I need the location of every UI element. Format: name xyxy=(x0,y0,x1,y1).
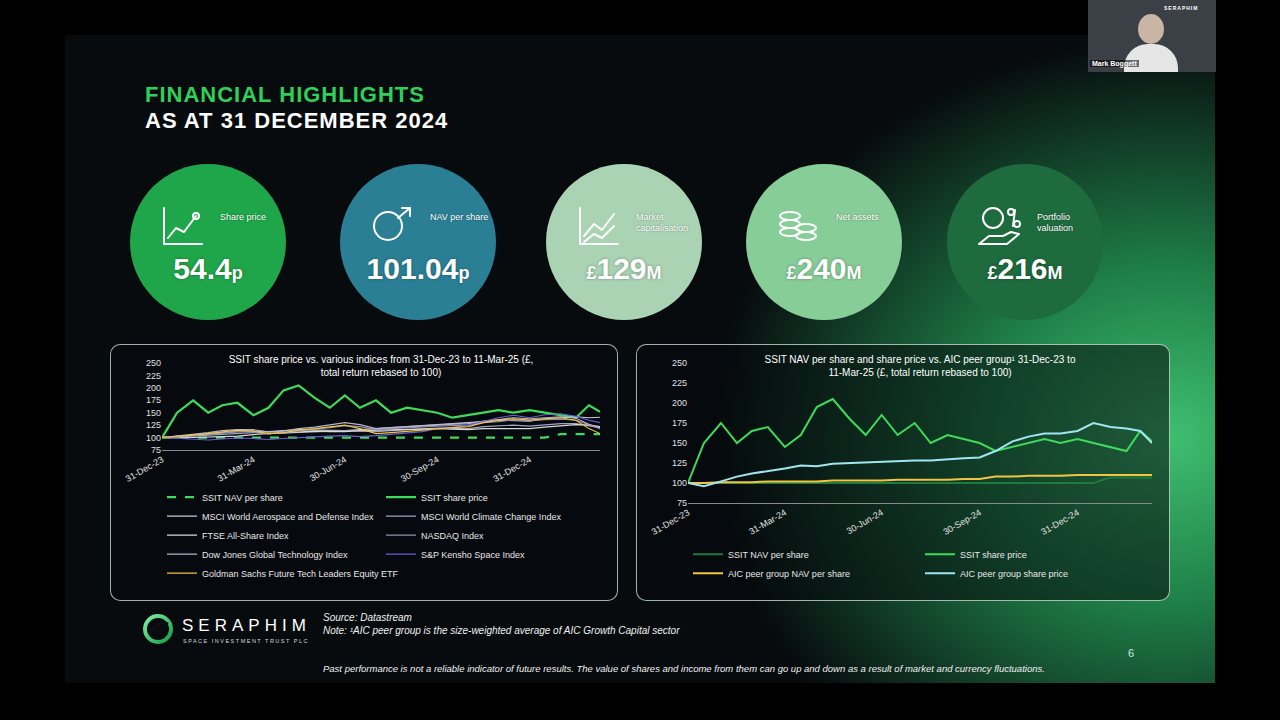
html-text:Past performance is not a reli: Past performance is not a reliable indic… xyxy=(323,663,1045,674)
svg-text:30-Jun-24: 30-Jun-24 xyxy=(845,507,885,536)
html-text:SERAPHIM: SERAPHIM xyxy=(1164,5,1199,11)
svg-text:75: 75 xyxy=(151,445,161,455)
svg-text:225: 225 xyxy=(146,371,161,381)
svg-text:100: 100 xyxy=(672,478,687,488)
svg-text:AIC peer group NAV per share: AIC peer group NAV per share xyxy=(728,569,850,579)
svg-text:31-Dec-23: 31-Dec-23 xyxy=(124,454,165,484)
svg-text:175: 175 xyxy=(146,395,161,405)
svg-text:200: 200 xyxy=(146,383,161,393)
svg-text:150: 150 xyxy=(672,438,687,448)
svg-text:Goldman Sachs Future Tech Lead: Goldman Sachs Future Tech Leaders Equity… xyxy=(202,569,398,579)
html-text:Mark Boggett: Mark Boggett xyxy=(1092,60,1137,67)
html-text:£240M: £240M xyxy=(786,252,862,285)
svg-text:30-Jun-24: 30-Jun-24 xyxy=(308,454,348,483)
svg-text:250: 250 xyxy=(146,358,161,368)
svg-text:31-Dec-23: 31-Dec-23 xyxy=(650,507,691,537)
svg-text:250: 250 xyxy=(672,358,687,368)
svg-text:125: 125 xyxy=(146,420,161,430)
svg-text:31-Dec-24: 31-Dec-24 xyxy=(1039,507,1080,537)
svg-text:100: 100 xyxy=(146,433,161,443)
svg-text:SSIT share price: SSIT share price xyxy=(960,550,1027,560)
svg-text:MSCI World Aerospace and Defen: MSCI World Aerospace and Defense Index xyxy=(202,512,374,522)
html-text:Note: ¹AIC peer group is the s: Note: ¹AIC peer group is the size-weight… xyxy=(323,625,680,636)
html-text:£129M: £129M xyxy=(586,252,662,285)
html-text:FINANCIAL HIGHLIGHTS: FINANCIAL HIGHLIGHTS xyxy=(145,82,425,107)
svg-text:31-Dec-24: 31-Dec-24 xyxy=(492,454,533,484)
html-text:Portfolio valuation: Portfolio valuation xyxy=(1037,212,1073,233)
html-text:NAV per share: NAV per share xyxy=(430,212,489,222)
svg-text:31-Mar-24: 31-Mar-24 xyxy=(747,507,788,536)
svg-text:MSCI World Climate Change Inde: MSCI World Climate Change Index xyxy=(421,512,561,522)
svg-text:S&P Kensho Space Index: S&P Kensho Space Index xyxy=(421,550,525,560)
svg-text:NASDAQ Index: NASDAQ Index xyxy=(421,531,484,541)
svg-text:200: 200 xyxy=(672,398,687,408)
html-text:£216M: £216M xyxy=(987,252,1063,285)
svg-text:SSIT share price vs. various i: SSIT share price vs. various indices fro… xyxy=(229,354,534,378)
html-text:AS AT 31 DECEMBER 2024: AS AT 31 DECEMBER 2024 xyxy=(145,108,449,133)
svg-text:30-Sep-24: 30-Sep-24 xyxy=(941,507,982,537)
svg-text:SSIT share price: SSIT share price xyxy=(421,493,488,503)
html-text:SPACE INVESTMENT TRUST PLC: SPACE INVESTMENT TRUST PLC xyxy=(183,638,309,644)
html-text:54.4p: 54.4p xyxy=(173,252,243,285)
html-text:6: 6 xyxy=(1128,647,1135,659)
html-text:101.04p: 101.04p xyxy=(366,252,470,285)
svg-text:30-Sep-24: 30-Sep-24 xyxy=(399,454,440,484)
svg-text:SSIT NAV per share and share p: SSIT NAV per share and share price vs. A… xyxy=(765,354,1076,378)
svg-text:225: 225 xyxy=(672,378,687,388)
html-text:Net assets: Net assets xyxy=(836,212,879,222)
svg-text:150: 150 xyxy=(146,408,161,418)
svg-text:SSIT NAV per share: SSIT NAV per share xyxy=(202,493,283,503)
html-text:Market capitalisation: Market capitalisation xyxy=(636,212,688,233)
svg-text:31-Mar-24: 31-Mar-24 xyxy=(216,454,257,483)
svg-text:75: 75 xyxy=(677,498,687,508)
svg-text:AIC peer group share price: AIC peer group share price xyxy=(960,569,1068,579)
html-text:SERAPHIM: SERAPHIM xyxy=(182,616,311,635)
html-text:Source: Datastream: Source: Datastream xyxy=(323,612,412,623)
svg-text:125: 125 xyxy=(672,458,687,468)
svg-text:Dow Jones Global Technology In: Dow Jones Global Technology Index xyxy=(202,550,348,560)
html-text:Share price: Share price xyxy=(220,212,266,222)
svg-text:FTSE All-Share Index: FTSE All-Share Index xyxy=(202,531,289,541)
svg-text:175: 175 xyxy=(672,418,687,428)
svg-text:SSIT NAV per share: SSIT NAV per share xyxy=(728,550,809,560)
